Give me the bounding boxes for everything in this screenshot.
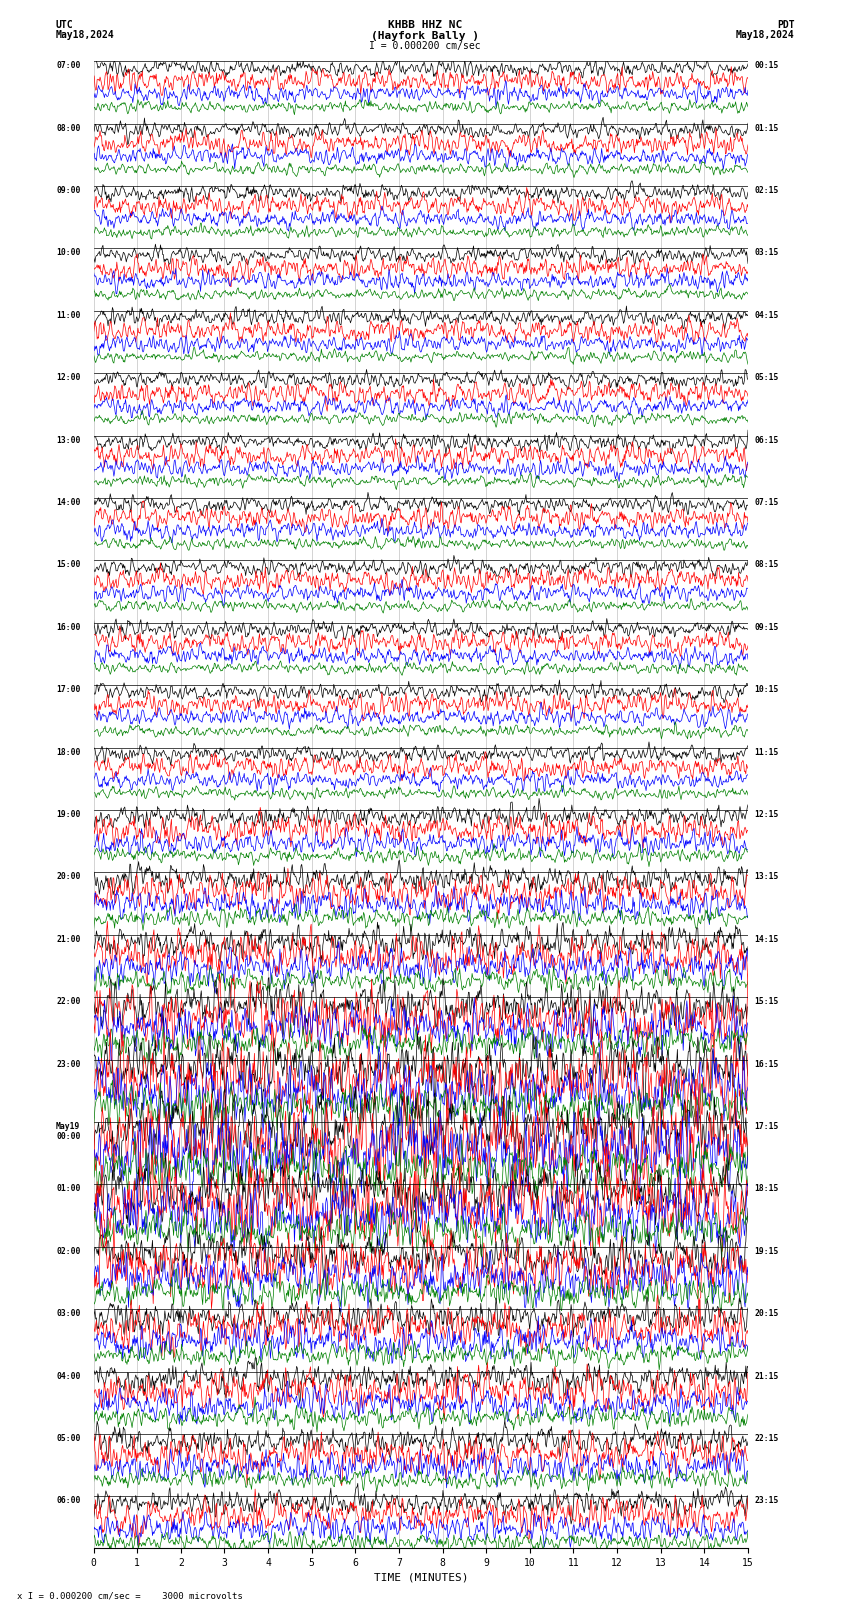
Text: May18,2024: May18,2024 xyxy=(55,31,114,40)
Text: 10:00: 10:00 xyxy=(56,248,81,258)
Text: 11:15: 11:15 xyxy=(755,748,779,756)
Text: 07:15: 07:15 xyxy=(755,498,779,506)
Text: 04:00: 04:00 xyxy=(56,1371,81,1381)
Text: 13:15: 13:15 xyxy=(755,873,779,881)
Text: 05:00: 05:00 xyxy=(56,1434,81,1444)
Text: 22:00: 22:00 xyxy=(56,997,81,1007)
Text: 16:00: 16:00 xyxy=(56,623,81,632)
Text: 16:15: 16:15 xyxy=(755,1060,779,1069)
Text: May18,2024: May18,2024 xyxy=(736,31,795,40)
Text: PDT: PDT xyxy=(777,19,795,31)
Text: 11:00: 11:00 xyxy=(56,311,81,319)
Text: 17:15: 17:15 xyxy=(755,1123,779,1131)
Text: KHBB HHZ NC: KHBB HHZ NC xyxy=(388,19,462,31)
Text: 08:00: 08:00 xyxy=(56,124,81,132)
Text: 21:00: 21:00 xyxy=(56,936,81,944)
Text: 09:00: 09:00 xyxy=(56,185,81,195)
Text: 04:15: 04:15 xyxy=(755,311,779,319)
Text: x I = 0.000200 cm/sec =    3000 microvolts: x I = 0.000200 cm/sec = 3000 microvolts xyxy=(17,1590,243,1600)
Text: 13:00: 13:00 xyxy=(56,436,81,445)
Text: 23:00: 23:00 xyxy=(56,1060,81,1069)
Text: 15:15: 15:15 xyxy=(755,997,779,1007)
Text: I = 0.000200 cm/sec: I = 0.000200 cm/sec xyxy=(369,40,481,52)
Text: 03:15: 03:15 xyxy=(755,248,779,258)
Text: 03:00: 03:00 xyxy=(56,1310,81,1318)
Text: 00:15: 00:15 xyxy=(755,61,779,71)
Text: 01:00: 01:00 xyxy=(56,1184,81,1194)
Text: 06:00: 06:00 xyxy=(56,1497,81,1505)
Text: 23:15: 23:15 xyxy=(755,1497,779,1505)
Text: 17:00: 17:00 xyxy=(56,686,81,694)
Text: 06:15: 06:15 xyxy=(755,436,779,445)
Text: 09:15: 09:15 xyxy=(755,623,779,632)
Text: 02:15: 02:15 xyxy=(755,185,779,195)
Text: 15:00: 15:00 xyxy=(56,560,81,569)
Text: 22:15: 22:15 xyxy=(755,1434,779,1444)
Text: 02:00: 02:00 xyxy=(56,1247,81,1257)
Text: 18:00: 18:00 xyxy=(56,748,81,756)
Text: UTC: UTC xyxy=(55,19,73,31)
Text: 14:00: 14:00 xyxy=(56,498,81,506)
Text: May19
00:00: May19 00:00 xyxy=(56,1123,81,1142)
Text: 14:15: 14:15 xyxy=(755,936,779,944)
Text: 19:00: 19:00 xyxy=(56,810,81,819)
Text: 20:00: 20:00 xyxy=(56,873,81,881)
Text: 01:15: 01:15 xyxy=(755,124,779,132)
Text: 08:15: 08:15 xyxy=(755,560,779,569)
Text: 12:15: 12:15 xyxy=(755,810,779,819)
Text: 21:15: 21:15 xyxy=(755,1371,779,1381)
X-axis label: TIME (MINUTES): TIME (MINUTES) xyxy=(373,1573,468,1582)
Text: 12:00: 12:00 xyxy=(56,373,81,382)
Text: 20:15: 20:15 xyxy=(755,1310,779,1318)
Text: 18:15: 18:15 xyxy=(755,1184,779,1194)
Text: 10:15: 10:15 xyxy=(755,686,779,694)
Text: 05:15: 05:15 xyxy=(755,373,779,382)
Text: 07:00: 07:00 xyxy=(56,61,81,71)
Text: (Hayfork Bally ): (Hayfork Bally ) xyxy=(371,31,479,40)
Text: 19:15: 19:15 xyxy=(755,1247,779,1257)
